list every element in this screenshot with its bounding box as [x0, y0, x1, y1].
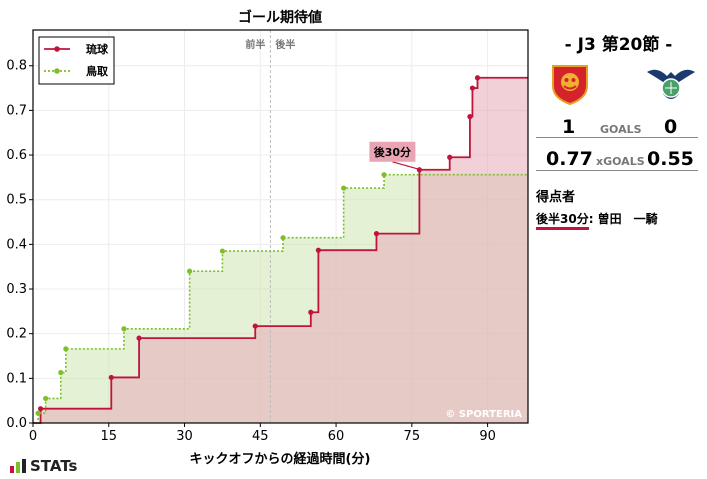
point-鳥取 — [341, 185, 347, 191]
point-鳥取 — [121, 326, 127, 332]
point-琉球 — [308, 309, 314, 315]
chart-title: ゴール期待値 — [238, 9, 322, 26]
area-琉球 — [33, 77, 528, 424]
x-tick-label: 75 — [404, 429, 421, 444]
point-琉球 — [416, 167, 423, 173]
point-琉球 — [37, 406, 44, 412]
scorers-label: 得点者 — [536, 190, 576, 205]
x-tick-label: 0 — [29, 429, 37, 444]
match-panel: - J3 第20節 - 1 GOALS 0 0.77 xGOALS 0.55 得… — [530, 0, 707, 479]
x-tick-label: 45 — [252, 429, 269, 444]
y-tick-label: 0.0 — [6, 416, 27, 431]
point-琉球 — [469, 85, 476, 91]
xg-chart: ゴール期待値 前半 後半 0 15 30 45 60 75 90 0.00.10.20.30… — [6, 9, 529, 467]
scorer-time: 後半30分 — [536, 212, 589, 230]
home-team-logo — [552, 65, 588, 106]
first-half-label: 前半 — [245, 38, 265, 51]
point-鳥取 — [63, 346, 69, 352]
home-xg: 0.77 — [546, 148, 593, 170]
xg-label: xGOALS — [596, 155, 645, 168]
x-tick-label: 15 — [100, 429, 117, 444]
point-鳥取 — [280, 235, 286, 241]
xg-row: 0.77 xGOALS 0.55 — [536, 148, 698, 172]
brand-name: STATs — [30, 457, 78, 475]
point-琉球 — [315, 247, 321, 253]
point-琉球 — [136, 335, 142, 341]
scorer-entry: 後半30分: 曽田 一騎 — [536, 210, 658, 230]
point-琉球 — [447, 154, 453, 160]
line-鳥取 — [33, 173, 528, 424]
annotation-box — [369, 141, 416, 162]
y-tick-label: 0.6 — [6, 148, 27, 163]
point-琉球 — [467, 114, 473, 120]
point-鳥取 — [219, 248, 226, 254]
point-鳥取 — [58, 369, 64, 376]
legend-marker — [54, 68, 60, 74]
legend-label: 鳥取 — [86, 64, 108, 78]
home-goals: 1 — [562, 116, 576, 138]
point-鳥取 — [186, 268, 193, 274]
away-goals: 0 — [664, 116, 678, 138]
second-half-label: 後半 — [275, 38, 295, 51]
y-axis-ticks: 0.0 0.1 0.2 0.3 0.4 0.5 0.6 0.7 0.8 — [6, 59, 33, 431]
y-tick-label: 0.2 — [6, 327, 27, 342]
goal-annotation: 後30分 — [369, 141, 418, 170]
y-tick-label: 0.4 — [6, 237, 27, 252]
match-title: - J3 第20節 - — [564, 35, 673, 55]
y-tick-label: 0.5 — [6, 193, 27, 208]
legend-marker — [54, 46, 60, 52]
legend-label: 琉球 — [86, 42, 109, 56]
area-fills — [33, 77, 528, 424]
watermark: © SPORTERIA — [445, 409, 522, 420]
divider — [536, 170, 698, 171]
point-琉球 — [373, 231, 380, 237]
x-tick-label: 60 — [328, 429, 345, 444]
x-axis-label: キックオフからの経過時間(分) — [190, 451, 371, 467]
annotation-pointer — [392, 161, 418, 170]
point-鳥取 — [43, 395, 49, 402]
brand-footer: STATs — [10, 457, 77, 475]
point-鳥取 — [381, 172, 387, 178]
y-tick-label: 0.8 — [6, 59, 27, 74]
y-tick-label: 0.7 — [6, 103, 27, 118]
away-team-logo — [647, 69, 695, 99]
y-tick-label: 0.1 — [6, 371, 27, 386]
plot-frame — [32, 29, 529, 424]
x-tick-label: 90 — [479, 429, 496, 444]
legend-box — [38, 36, 115, 85]
x-tick-label: 30 — [176, 429, 193, 444]
y-tick-label: 0.3 — [6, 282, 27, 297]
goals-row: 1 GOALS 0 — [536, 116, 698, 140]
point-鳥取 — [35, 410, 41, 416]
divider — [536, 137, 698, 138]
series-points — [35, 75, 481, 416]
point-琉球 — [108, 374, 114, 381]
scorer-name: : 曽田 一騎 — [588, 212, 658, 226]
point-琉球 — [252, 323, 258, 329]
point-琉球 — [474, 75, 481, 81]
away-xg: 0.55 — [647, 148, 694, 170]
x-axis-ticks: 0 15 30 45 60 75 90 — [29, 423, 496, 444]
goals-label: GOALS — [600, 123, 642, 136]
stats-logo-icon — [10, 459, 26, 473]
annotation-label: 後30分 — [374, 145, 411, 159]
